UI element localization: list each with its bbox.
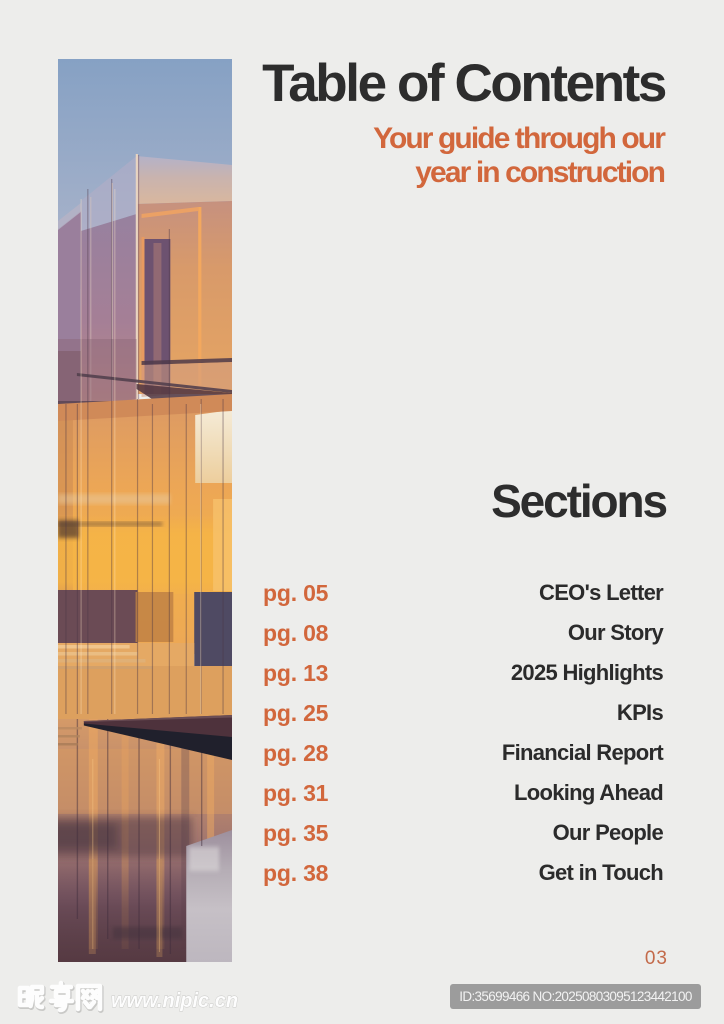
svg-text:www.nipic.cn: www.nipic.cn <box>111 990 238 1012</box>
